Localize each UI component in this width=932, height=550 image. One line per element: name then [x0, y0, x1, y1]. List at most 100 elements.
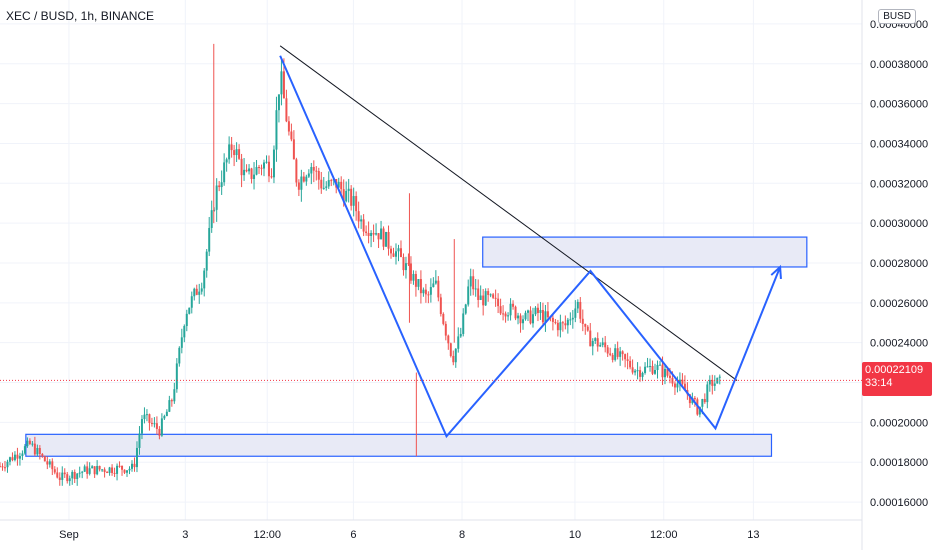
- candle-body: [250, 168, 253, 179]
- candle-body: [28, 440, 31, 444]
- candle-body: [277, 94, 280, 111]
- candle-body: [215, 185, 218, 210]
- candle-body: [128, 468, 131, 471]
- candle-body: [701, 399, 704, 407]
- y-axis[interactable]: 0.000400000.000380000.000360000.00034000…: [870, 19, 928, 509]
- candle-body: [706, 384, 709, 403]
- candle-body: [432, 283, 435, 288]
- candle-body: [265, 161, 268, 163]
- candle-body: [272, 149, 275, 178]
- candle-body: [536, 307, 539, 314]
- candle-body: [88, 468, 91, 474]
- candle-body: [492, 294, 495, 298]
- candle-body: [489, 294, 492, 296]
- candle-body: [579, 301, 582, 319]
- candle-body: [419, 279, 422, 294]
- candle-body: [33, 443, 36, 455]
- candle-body: [285, 98, 288, 122]
- candle-body: [646, 366, 649, 368]
- candle-body: [424, 289, 427, 295]
- candle-body: [235, 149, 238, 156]
- candle-body: [589, 330, 592, 347]
- candle-body: [290, 131, 293, 140]
- candle-body: [487, 291, 490, 295]
- candle-body: [76, 473, 79, 480]
- candle-body: [678, 379, 681, 384]
- candle-body: [355, 196, 358, 212]
- candle-body: [417, 279, 420, 287]
- candle-body: [599, 345, 602, 347]
- candle-body: [135, 447, 138, 468]
- candle-body: [499, 306, 502, 314]
- candle-body: [621, 351, 624, 355]
- candle-body: [404, 263, 407, 271]
- candle-body: [399, 248, 402, 258]
- candle-body: [133, 463, 136, 468]
- candle-body: [551, 317, 554, 322]
- y-tick-label: 0.00032000: [870, 178, 928, 190]
- candle-body: [636, 370, 639, 372]
- candle-body: [295, 159, 298, 183]
- candle-body: [713, 383, 716, 386]
- candle-body: [561, 322, 564, 324]
- candle-body: [472, 276, 475, 290]
- candle-body: [601, 342, 604, 346]
- currency-button[interactable]: BUSD: [878, 9, 916, 24]
- candle-body: [604, 342, 607, 348]
- candle-body: [546, 311, 549, 318]
- candle-body: [83, 466, 86, 472]
- candle-body: [43, 456, 46, 462]
- candle-body: [26, 440, 29, 447]
- candle-body: [108, 467, 111, 473]
- candle-body: [673, 383, 676, 388]
- candle-body: [153, 423, 156, 425]
- candle-body: [434, 280, 437, 284]
- x-axis[interactable]: Sep 3 12:00 6 8 10 12:00 13: [59, 529, 759, 541]
- candle-body: [0, 466, 1, 468]
- candle-body: [474, 288, 477, 290]
- candle-body: [439, 297, 442, 314]
- candle-body: [668, 375, 671, 378]
- chart-title: XEC / BUSD, 1h, BINANCE: [6, 9, 155, 23]
- candle-body: [337, 181, 340, 188]
- candle-body: [698, 406, 701, 415]
- candle-body: [452, 355, 455, 363]
- candle-body: [457, 336, 460, 349]
- candle-body: [464, 304, 467, 314]
- candle-body: [198, 291, 201, 295]
- candle-body: [327, 180, 330, 187]
- candle-body: [554, 321, 557, 323]
- candle-body: [121, 465, 124, 470]
- candle-body: [394, 251, 397, 257]
- candle-body: [649, 365, 652, 367]
- candle-body: [340, 181, 343, 190]
- candle-body: [711, 379, 714, 386]
- candle-body: [205, 251, 208, 271]
- candle-body: [541, 309, 544, 323]
- candle-body: [175, 363, 178, 390]
- candle-body: [581, 318, 584, 324]
- bar-countdown: 33:14: [865, 377, 893, 389]
- y-tick-label: 0.00030000: [870, 218, 928, 230]
- candle-body: [574, 308, 577, 318]
- candle-body: [347, 188, 350, 191]
- candle-body: [275, 110, 278, 150]
- candle-body: [58, 477, 61, 480]
- candle-body: [330, 180, 333, 182]
- candle-body: [106, 472, 109, 474]
- candle-body: [262, 162, 265, 169]
- y-tick-label: 0.00016000: [870, 497, 928, 509]
- y-tick-label: 0.00018000: [870, 457, 928, 469]
- y-tick-label: 0.00034000: [870, 138, 928, 150]
- candle-body: [517, 315, 520, 319]
- candle-body: [641, 372, 644, 377]
- candle-body: [412, 273, 415, 281]
- candle-body: [148, 414, 151, 423]
- candle-body: [21, 453, 24, 457]
- candle-body: [392, 253, 395, 257]
- candle-body: [345, 190, 348, 202]
- candle-body: [639, 370, 642, 377]
- candle-body: [522, 319, 525, 324]
- candle-body: [367, 233, 370, 237]
